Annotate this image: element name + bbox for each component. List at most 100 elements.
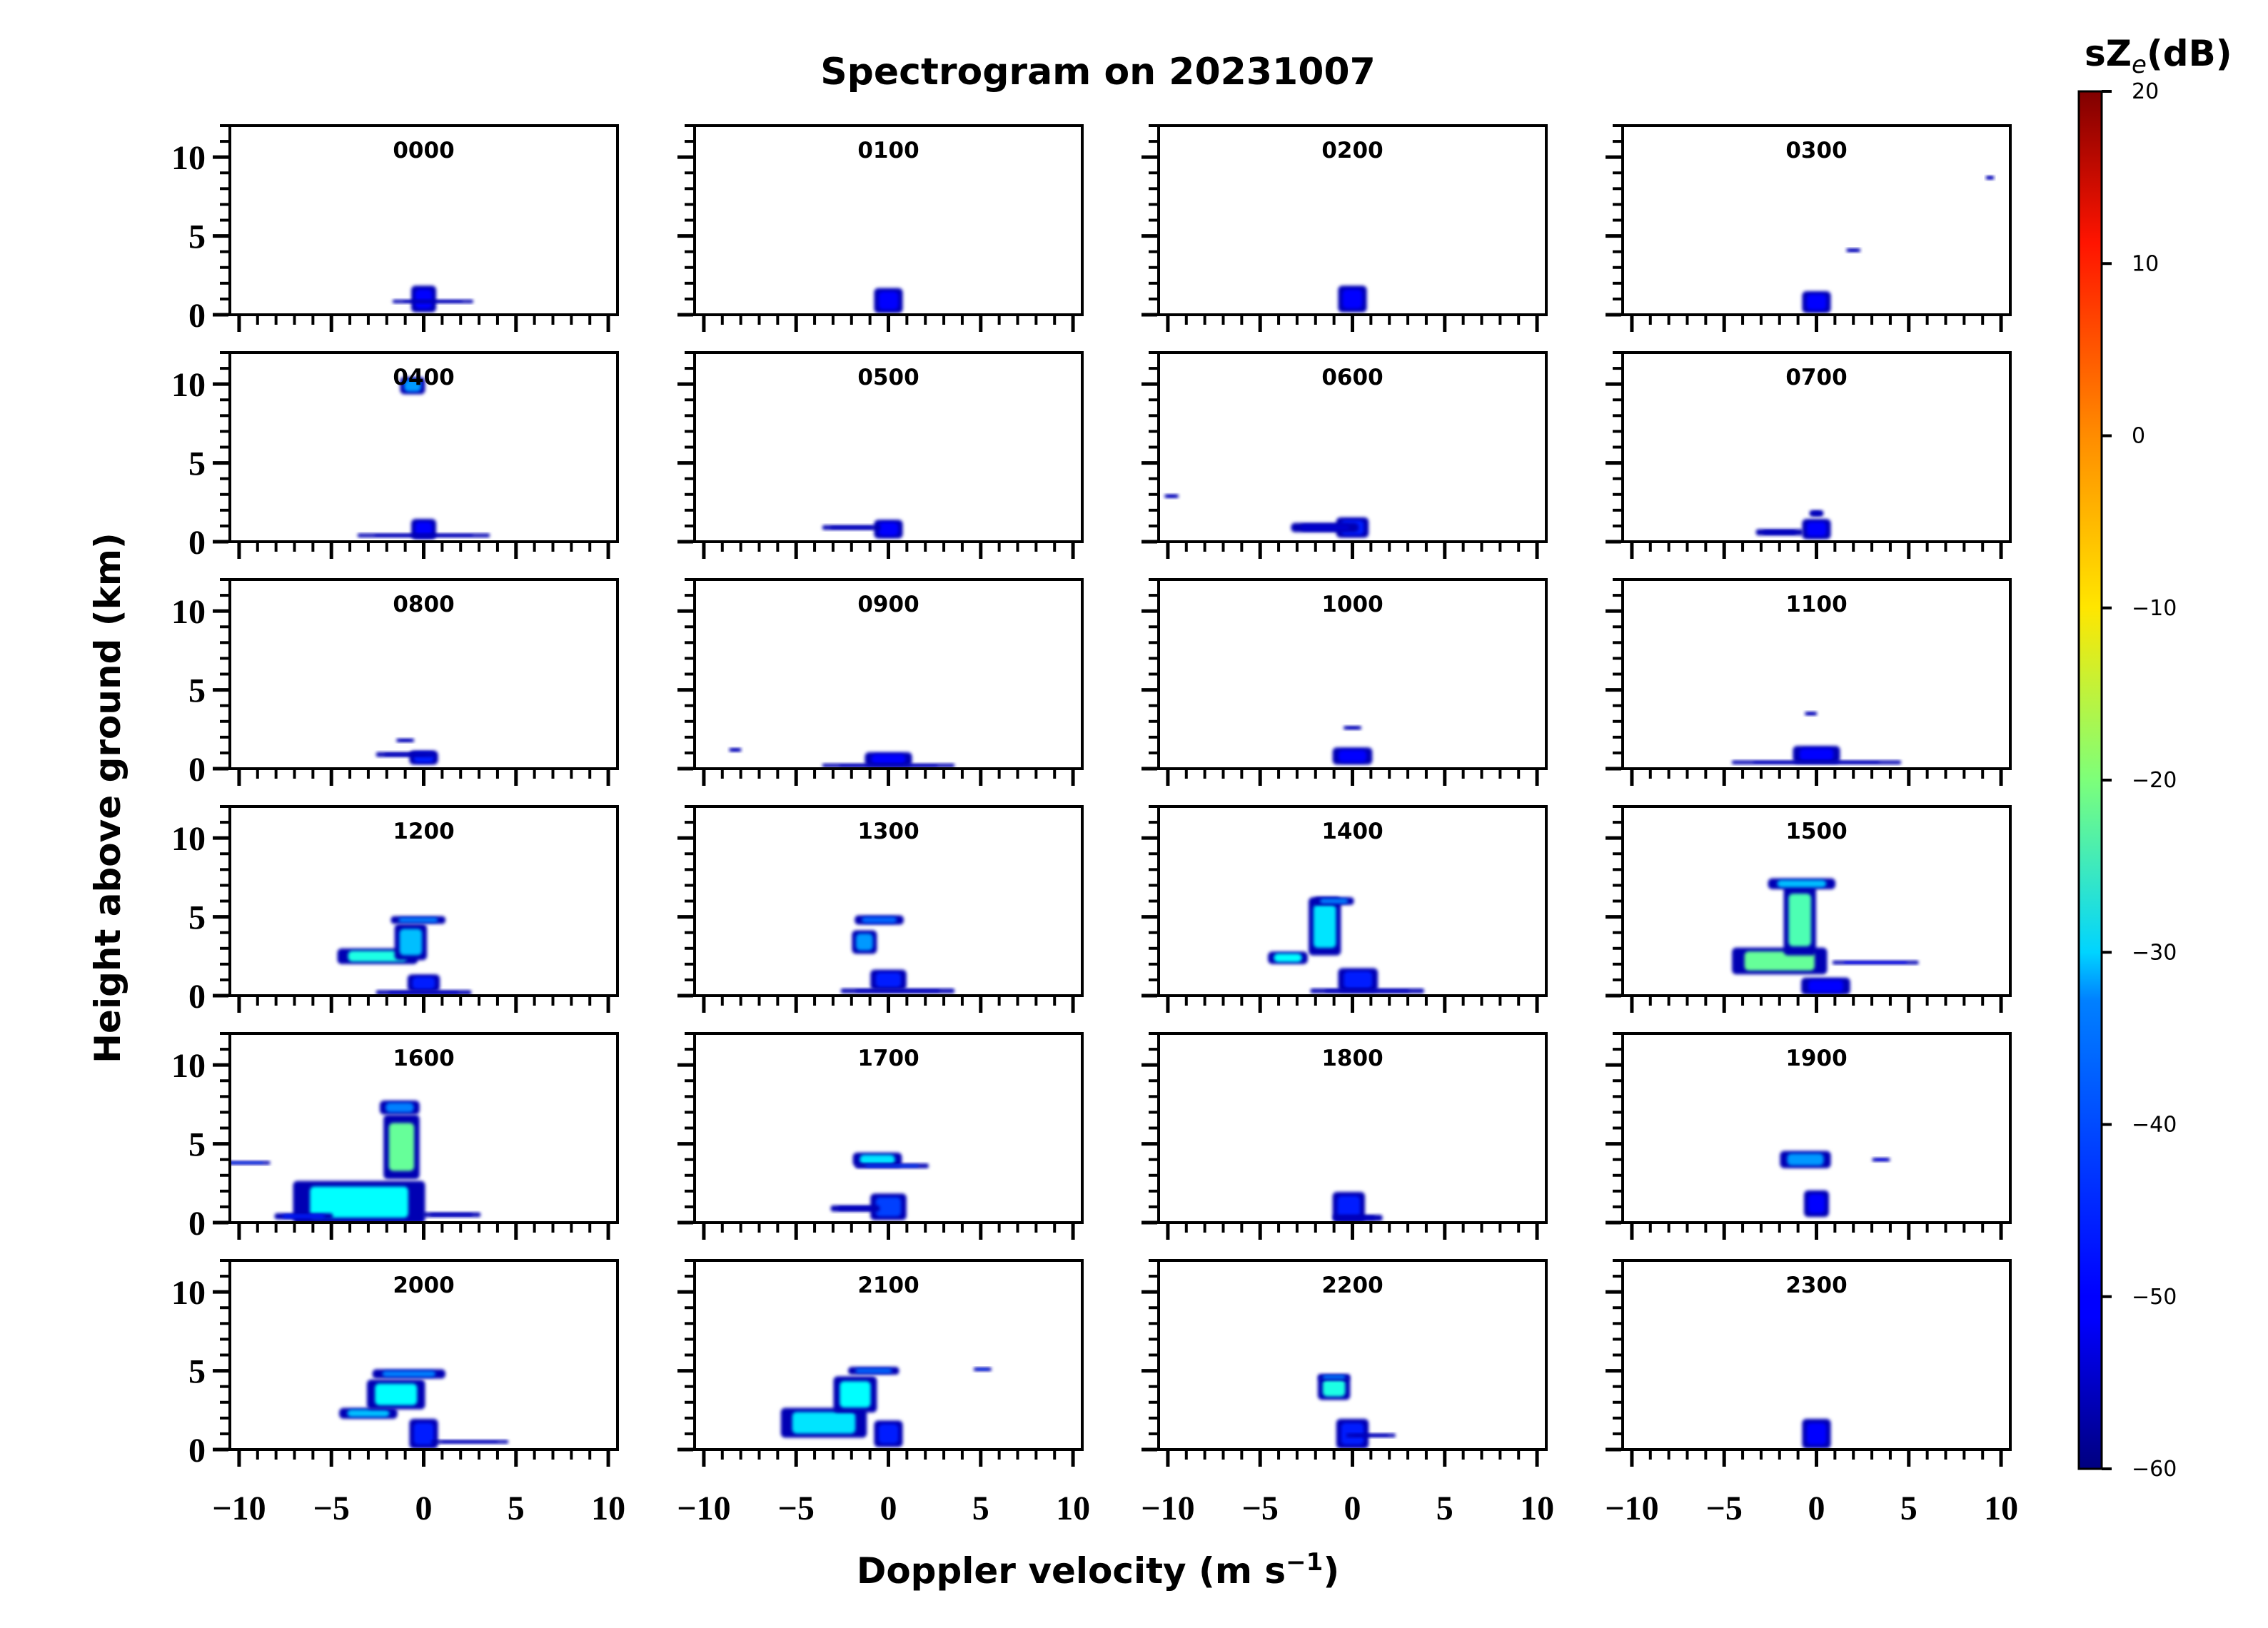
y-tick-label: 0 [188,751,206,789]
spectral-echo [1806,522,1827,537]
panel-time-label: 1600 [393,1046,454,1071]
panel-background [695,580,1082,769]
panel-frame [1621,124,2012,316]
panel-1200: 1200 0 5 10 [171,805,619,1016]
panel-background [1623,353,2010,542]
panel-time-label: 2100 [857,1273,919,1298]
panel-frame [1621,805,2012,997]
panel-data [337,916,472,995]
spectral-echo [430,1213,473,1216]
panel-frame [228,1259,619,1451]
spectral-echo [388,1123,415,1171]
panel-frame [693,805,1084,997]
spectral-echo [1167,495,1176,497]
y-tick-label: 0 [188,1205,206,1243]
panel-1600: 1600 0 5 10 [171,1032,619,1243]
panel-frame [228,805,619,997]
spectral-echo [413,1422,434,1445]
x-tick-label: −5 [1706,1490,1743,1527]
panel-2200: 2200 −10 −5 0 5 10 [1141,1259,1554,1527]
panel-data [1732,878,1919,995]
spectral-echo [1808,980,1843,993]
spectral-echo [1313,904,1336,949]
panel-time-label: 1000 [1321,592,1383,617]
panel-time-label: 0400 [393,365,454,390]
x-tick-label: 5 [1436,1490,1453,1527]
y-tick-label: 5 [188,445,206,483]
panel-time-label: 0700 [1785,365,1847,390]
panel-data [1332,1192,1383,1222]
panel-data [729,748,954,768]
x-tick-label: 10 [1520,1490,1554,1527]
spectral-echo [399,929,423,956]
y-tick-label: 0 [188,524,206,562]
spectral-echo [1987,176,1992,179]
x-axis-label-text: Doppler velocity (m s [857,1550,1286,1592]
panel-time-label: 1300 [857,819,919,844]
y-axis-label: Height above ground (km) [87,532,128,1063]
panel-1500: 1500 [1606,805,2012,1013]
panel-time-label: 1400 [1321,819,1383,844]
colorbar-tick-label: 20 [2132,79,2159,104]
x-tick-label: −10 [677,1490,730,1527]
panel-data [230,1100,481,1223]
spectral-echo [731,749,739,751]
x-tick-label: 0 [415,1490,433,1527]
spectral-echo [441,1440,498,1443]
colorbar-tick-label: −20 [2132,768,2177,793]
colorbar-label-suffix: (dB) [2147,33,2232,74]
panel-1000: 1000 [1141,578,1548,786]
x-tick-label: −10 [1605,1490,1658,1527]
x-tick-label: 0 [1344,1490,1361,1527]
panel-background [230,126,618,315]
panel-time-label: 1500 [1785,819,1847,844]
panel-data [874,288,903,313]
spectral-echo [860,1154,895,1165]
x-axis-label-close: ) [1323,1550,1339,1592]
panel-frame [693,1259,1084,1451]
panel-frame [1157,1259,1548,1451]
panel-background [1159,1260,1546,1450]
panel-time-label: 0100 [857,138,919,163]
panel-data [358,377,490,540]
panel-data [1802,176,1995,313]
spectral-echo [875,972,902,987]
panel-background [1623,580,2010,769]
colorbar-tick-label: −40 [2132,1113,2177,1138]
colorbar-label: sZe(dB) [2085,33,2232,79]
x-tick-label: −10 [212,1490,266,1527]
colorbar-tick-label: −30 [2132,940,2177,965]
panel-frame [1157,578,1548,770]
panel-time-label: 1800 [1321,1046,1383,1071]
colorbar-tick-label: −60 [2132,1457,2177,1482]
spectral-echo [792,1412,856,1434]
x-tick-label: 10 [1056,1490,1090,1527]
panel-data [393,285,473,313]
panel-data [1164,494,1369,538]
panel-time-label: 0000 [393,138,454,163]
spectral-echo [1807,712,1815,715]
x-axis-label-exponent: −1 [1286,1548,1323,1577]
panel-1400: 1400 [1141,805,1548,1013]
panel-background [230,580,618,769]
spectral-echo [1799,748,1834,761]
colorbar-ticks: 20 10 0 −10 −20 −30 −40 −50 −60 [2102,79,2177,1482]
panel-time-label: 2200 [1321,1273,1383,1298]
spectral-echo [871,754,906,764]
panel-background [695,126,1082,315]
spectral-echo [374,534,473,537]
panel-data [1338,285,1367,313]
colorbar: sZe(dB) 20 10 0 −10 −20 −30 −40 −50 −60 [2077,33,2232,1482]
panel-time-label: 0200 [1321,138,1383,163]
spectral-echo [382,1370,436,1377]
y-tick-label: 5 [188,1353,206,1391]
panel-frame [693,124,1084,316]
panel-frame [228,124,619,316]
x-tick-label: −5 [778,1490,815,1527]
x-tick-label: 0 [880,1490,897,1527]
panel-time-label: 1200 [393,819,454,844]
spectral-echo [399,739,411,742]
spectral-echo [230,1162,263,1164]
spectral-echo [1342,289,1363,309]
